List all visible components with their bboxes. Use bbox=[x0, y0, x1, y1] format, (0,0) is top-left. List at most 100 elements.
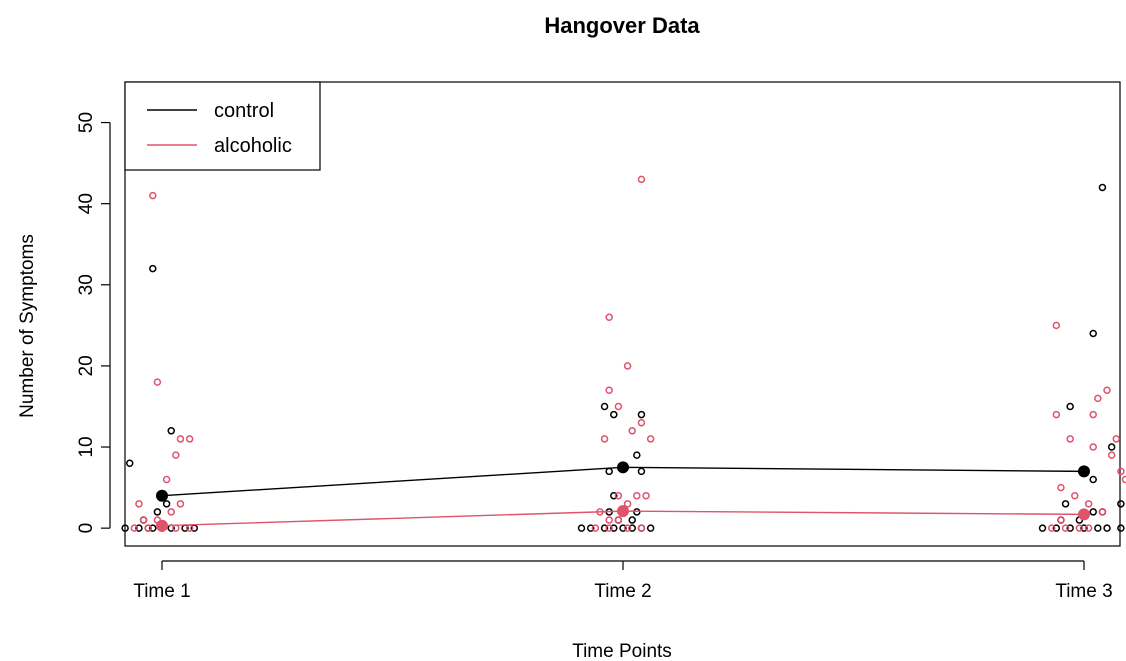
data-point bbox=[135, 524, 143, 532]
data-point bbox=[600, 435, 609, 443]
data-point bbox=[162, 475, 171, 484]
mean-marker bbox=[1078, 508, 1090, 521]
data-point bbox=[153, 508, 162, 516]
data-point bbox=[1089, 329, 1097, 338]
data-point bbox=[605, 313, 613, 321]
mean-marker bbox=[156, 519, 168, 532]
data-point bbox=[1052, 410, 1061, 419]
data-point bbox=[1071, 491, 1079, 500]
data-point bbox=[614, 491, 623, 500]
y-tick-label: 0 bbox=[76, 523, 97, 534]
data-point bbox=[610, 524, 618, 532]
y-tick-label: 40 bbox=[76, 193, 97, 214]
data-point bbox=[172, 451, 180, 459]
data-point bbox=[605, 524, 613, 532]
data-point bbox=[614, 402, 623, 411]
data-point bbox=[610, 491, 618, 500]
data-point bbox=[185, 435, 194, 443]
x-tick-label: Time 2 bbox=[594, 581, 651, 602]
data-point bbox=[130, 524, 139, 532]
data-point bbox=[1098, 183, 1107, 192]
legend-label: alcoholic bbox=[214, 135, 292, 157]
y-tick-label: 10 bbox=[76, 436, 97, 457]
mean-marker bbox=[617, 505, 629, 518]
data-point bbox=[1094, 394, 1102, 403]
data-point bbox=[144, 524, 152, 532]
data-point bbox=[605, 386, 613, 395]
data-point bbox=[637, 418, 646, 427]
data-point bbox=[1052, 321, 1061, 330]
legend-box bbox=[124, 81, 321, 171]
data-point bbox=[646, 435, 655, 443]
data-point bbox=[149, 264, 157, 273]
data-point bbox=[1075, 524, 1084, 532]
data-point bbox=[1098, 508, 1107, 516]
plot-area: 0 10 20 30 40 50 Time 1 Time 2 Time 3 bbox=[76, 81, 1126, 602]
y-axis-label: Number of Symptoms bbox=[17, 234, 38, 418]
data-point bbox=[600, 524, 609, 532]
data-point bbox=[619, 524, 627, 532]
y-tick-label: 20 bbox=[76, 355, 97, 376]
data-point bbox=[1103, 524, 1111, 532]
data-point bbox=[1038, 524, 1047, 532]
data-point bbox=[125, 459, 134, 468]
mean-marker bbox=[156, 489, 168, 502]
data-point bbox=[628, 524, 636, 532]
data-point bbox=[637, 524, 646, 532]
data-point bbox=[162, 500, 171, 508]
data-point bbox=[633, 451, 641, 459]
data-point bbox=[1089, 410, 1097, 419]
data-point bbox=[1094, 524, 1102, 532]
data-point bbox=[605, 467, 613, 476]
data-point bbox=[167, 508, 175, 516]
data-point bbox=[1057, 516, 1065, 524]
data-point bbox=[591, 524, 600, 532]
chart-title: Hangover Data bbox=[544, 13, 700, 38]
data-point bbox=[1052, 524, 1061, 532]
data-point bbox=[1117, 500, 1125, 508]
data-point bbox=[121, 524, 129, 532]
data-point bbox=[628, 516, 636, 524]
data-point bbox=[1117, 524, 1125, 532]
data-point bbox=[1084, 500, 1093, 508]
data-point bbox=[1121, 475, 1126, 484]
data-point bbox=[646, 524, 655, 532]
data-point bbox=[1066, 435, 1074, 443]
data-point bbox=[1117, 467, 1125, 476]
data-point bbox=[577, 524, 586, 532]
data-point bbox=[1066, 524, 1074, 532]
plot-frame bbox=[124, 81, 1121, 547]
data-point bbox=[623, 362, 632, 370]
legend-label: control bbox=[214, 100, 274, 122]
data-point bbox=[1089, 443, 1097, 451]
data-point bbox=[633, 491, 641, 500]
data-point bbox=[1080, 524, 1088, 532]
data-point bbox=[642, 491, 650, 500]
data-point bbox=[637, 175, 646, 184]
data-point bbox=[628, 427, 636, 435]
x-tick-label: Time 3 bbox=[1055, 581, 1112, 602]
data-point bbox=[139, 516, 148, 524]
data-point bbox=[1089, 508, 1097, 516]
data-point bbox=[1047, 524, 1056, 532]
data-point bbox=[623, 524, 632, 532]
data-point bbox=[1089, 475, 1097, 484]
mean-marker bbox=[1078, 465, 1090, 478]
data-point bbox=[610, 410, 618, 419]
data-point bbox=[1061, 524, 1070, 532]
data-point bbox=[586, 524, 595, 532]
data-point bbox=[1061, 500, 1070, 508]
data-point bbox=[1107, 451, 1116, 459]
data-point bbox=[1103, 386, 1111, 395]
data-point bbox=[614, 516, 623, 524]
data-point bbox=[176, 435, 185, 443]
data-point bbox=[1066, 402, 1074, 411]
mean-marker bbox=[617, 461, 629, 474]
data-point bbox=[637, 410, 646, 419]
data-point bbox=[605, 516, 613, 524]
data-point bbox=[1057, 483, 1065, 492]
data-point bbox=[600, 402, 609, 411]
data-point bbox=[1084, 524, 1093, 532]
data-point bbox=[1112, 435, 1121, 443]
